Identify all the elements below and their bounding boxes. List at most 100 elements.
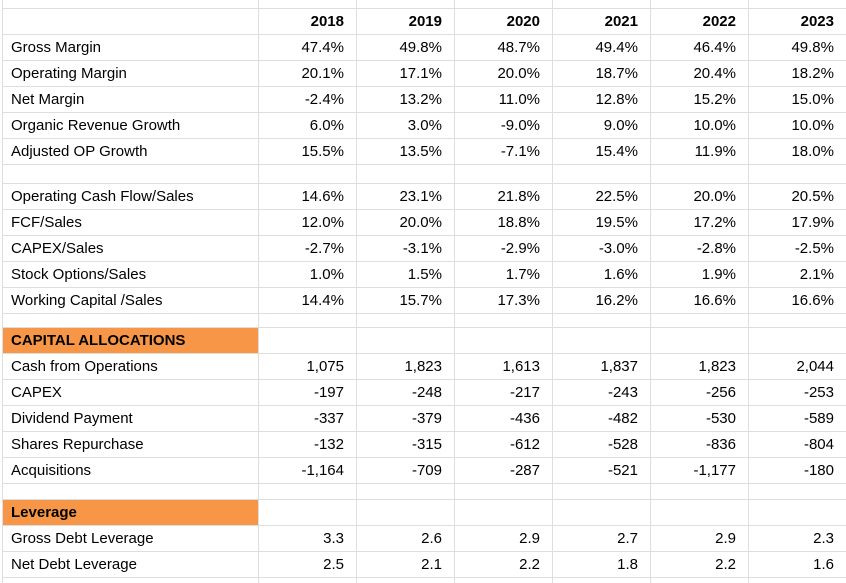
cell-row-label[interactable]: CAPEX [2, 379, 259, 406]
cell-value[interactable]: -248 [356, 379, 455, 406]
cell-empty[interactable] [356, 483, 455, 500]
cell-value[interactable]: 15.2% [650, 86, 749, 113]
cell-empty[interactable] [748, 499, 846, 526]
cell-value[interactable]: 2.2 [650, 551, 749, 578]
cell-section-header[interactable]: Leverage [2, 499, 259, 526]
cell-row-label[interactable]: Gross Margin [2, 34, 259, 61]
cell-row-label[interactable]: Working Capital /Sales [2, 287, 259, 314]
cell-empty[interactable] [454, 483, 553, 500]
cell-empty[interactable] [258, 0, 357, 9]
cell-value[interactable]: 12.8% [552, 86, 651, 113]
cell-value[interactable]: -3.1% [356, 235, 455, 262]
cell-value[interactable]: 1,837 [552, 353, 651, 380]
cell-empty[interactable] [454, 327, 553, 354]
cell-value[interactable]: 10.0% [748, 112, 846, 139]
cell-value[interactable]: 18.8% [454, 209, 553, 236]
cell-empty[interactable] [454, 313, 553, 328]
cell-empty[interactable] [748, 164, 846, 184]
cell-value[interactable]: 47.4% [258, 34, 357, 61]
cell-empty[interactable] [356, 164, 455, 184]
cell-row-label[interactable]: Stock Options/Sales [2, 261, 259, 288]
cell-year-header[interactable]: 2018 [258, 8, 357, 35]
cell-row-label[interactable]: Gross Debt Leverage [2, 525, 259, 552]
cell-value[interactable]: 1.7% [454, 261, 553, 288]
cell-value[interactable]: 23.1% [356, 183, 455, 210]
cell-empty[interactable] [650, 483, 749, 500]
cell-value[interactable]: 15.0% [748, 86, 846, 113]
cell-value[interactable]: 20.0% [454, 60, 553, 87]
cell-empty[interactable] [552, 327, 651, 354]
cell-value[interactable]: -436 [454, 405, 553, 432]
cell-value[interactable]: -1,177 [650, 457, 749, 484]
cell-value[interactable]: 2.2 [454, 551, 553, 578]
cell-value[interactable]: 20.4% [650, 60, 749, 87]
cell-value[interactable]: 2.1 [356, 551, 455, 578]
cell-year-header[interactable]: 2023 [748, 8, 846, 35]
cell-value[interactable]: 11.9% [650, 138, 749, 165]
cell-value[interactable]: 1.6% [552, 261, 651, 288]
cell-value[interactable]: 17.3% [454, 287, 553, 314]
cell-section-header[interactable]: CAPITAL ALLOCATIONS [2, 327, 259, 354]
cell-value[interactable]: 16.6% [650, 287, 749, 314]
cell-value[interactable]: -315 [356, 431, 455, 458]
cell-value[interactable]: 20.0% [650, 183, 749, 210]
cell-value[interactable]: 2.3 [748, 525, 846, 552]
cell-row-label[interactable]: CAPEX/Sales [2, 235, 259, 262]
cell-value[interactable]: 2.5 [258, 551, 357, 578]
cell-row-label[interactable]: Operating Margin [2, 60, 259, 87]
cell-value[interactable]: 3.3 [258, 525, 357, 552]
cell-value[interactable]: 2.9 [454, 525, 553, 552]
cell-value[interactable]: -9.0% [454, 112, 553, 139]
cell-value[interactable]: 14.6% [258, 183, 357, 210]
cell-empty[interactable] [552, 499, 651, 526]
cell-value[interactable]: 14.4% [258, 287, 357, 314]
cell-value[interactable]: -379 [356, 405, 455, 432]
cell-value[interactable]: -482 [552, 405, 651, 432]
cell-value[interactable]: -709 [356, 457, 455, 484]
cell-empty[interactable] [2, 164, 259, 184]
cell-value[interactable]: 2.6 [356, 525, 455, 552]
cell-value[interactable]: 22.5% [552, 183, 651, 210]
cell-value[interactable]: 18.7% [552, 60, 651, 87]
cell-value[interactable]: 20.1% [258, 60, 357, 87]
cell-value[interactable]: 21.8% [454, 183, 553, 210]
cell-row-label[interactable]: Cash from Operations [2, 353, 259, 380]
cell-empty[interactable] [552, 164, 651, 184]
cell-empty[interactable] [748, 483, 846, 500]
cell-value[interactable]: -2.5% [748, 235, 846, 262]
cell-empty[interactable] [650, 577, 749, 583]
cell-empty[interactable] [748, 0, 846, 9]
cell-empty[interactable] [454, 0, 553, 9]
cell-value[interactable]: 20.5% [748, 183, 846, 210]
cell-value[interactable]: -256 [650, 379, 749, 406]
cell-value[interactable]: 6.0% [258, 112, 357, 139]
cell-value[interactable]: -132 [258, 431, 357, 458]
cell-year-header[interactable]: 2021 [552, 8, 651, 35]
cell-empty[interactable] [552, 483, 651, 500]
cell-empty[interactable] [552, 313, 651, 328]
cell-empty[interactable] [356, 577, 455, 583]
cell-value[interactable]: -217 [454, 379, 553, 406]
cell-year-header[interactable]: 2019 [356, 8, 455, 35]
cell-value[interactable]: 1,075 [258, 353, 357, 380]
cell-value[interactable]: 15.7% [356, 287, 455, 314]
cell-value[interactable]: 48.7% [454, 34, 553, 61]
cell-value[interactable]: 18.0% [748, 138, 846, 165]
cell-empty[interactable] [650, 164, 749, 184]
cell-value[interactable]: 10.0% [650, 112, 749, 139]
cell-value[interactable]: 19.5% [552, 209, 651, 236]
cell-empty[interactable] [552, 577, 651, 583]
cell-empty[interactable] [258, 483, 357, 500]
cell-empty[interactable] [258, 313, 357, 328]
cell-value[interactable]: 2.7 [552, 525, 651, 552]
cell-empty[interactable] [748, 313, 846, 328]
cell-value[interactable]: 2,044 [748, 353, 846, 380]
cell-empty[interactable] [650, 327, 749, 354]
cell-value[interactable]: 49.8% [356, 34, 455, 61]
cell-empty[interactable] [356, 499, 455, 526]
cell-value[interactable]: -243 [552, 379, 651, 406]
cell-value[interactable]: -1,164 [258, 457, 357, 484]
cell-empty[interactable] [748, 327, 846, 354]
cell-empty[interactable] [356, 313, 455, 328]
cell-value[interactable]: -2.4% [258, 86, 357, 113]
